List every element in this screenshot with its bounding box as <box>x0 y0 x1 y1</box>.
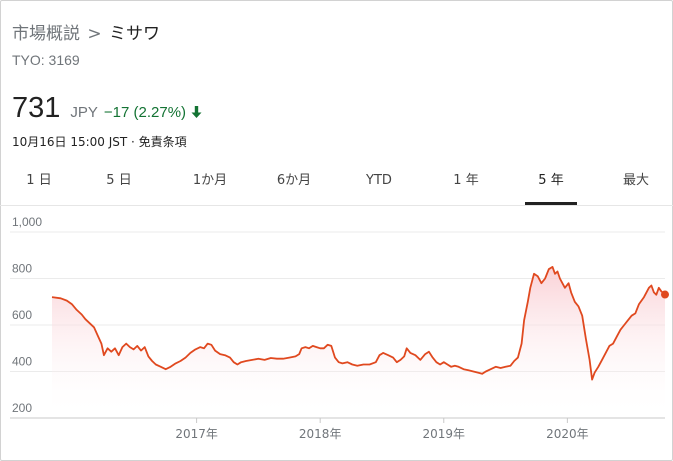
breadcrumb-separator: > <box>87 24 102 44</box>
tab-5-years[interactable]: 5 年 <box>525 164 577 206</box>
company-name: ミサワ <box>109 24 161 44</box>
arrow-down-icon <box>191 103 202 118</box>
y-tick-label: 200 <box>12 401 32 415</box>
price-chart[interactable]: 200 400 600 800 1,000 2017年 2018年 2019年 2020年 <box>0 206 673 456</box>
tab-1-month[interactable]: 1か月 <box>192 173 228 188</box>
y-tick-label: 600 <box>12 308 32 322</box>
breadcrumb-market-summary-link[interactable]: 市場概説 <box>12 24 80 44</box>
x-tick-label: 2019年 <box>423 427 466 441</box>
tab-ytd[interactable]: YTD <box>366 173 392 188</box>
price-change: −17 (2.27%) <box>103 104 187 121</box>
range-tabs: 1 日 5 日 1か月 6か月 YTD 1 年 5 年 最大 <box>0 164 673 206</box>
y-tick-label: 800 <box>12 262 32 276</box>
x-tick-label: 2017年 <box>175 427 218 441</box>
last-price-marker <box>661 290 669 299</box>
breadcrumb: 市場概説 > ミサワ <box>12 19 160 44</box>
x-tick-label: 2020年 <box>546 427 589 441</box>
x-axis: 2017年 2018年 2019年 2020年 <box>175 418 589 441</box>
price-area-fill <box>52 266 665 418</box>
tab-6-months[interactable]: 6か月 <box>276 173 312 188</box>
ticker-symbol: TYO: 3169 <box>12 52 80 68</box>
price-line <box>51 266 666 381</box>
x-tick-label: 2018年 <box>299 427 342 441</box>
quote-timestamp: 10月16日 15:00 JST · 免責条項 <box>12 135 187 149</box>
tab-max[interactable]: 最大 <box>622 173 649 188</box>
tab-1-day[interactable]: 1 日 <box>26 173 52 188</box>
y-tick-label: 400 <box>12 355 32 369</box>
y-tick-label: 1,000 <box>12 215 42 229</box>
tab-5-days[interactable]: 5 日 <box>106 173 132 188</box>
tab-1-year[interactable]: 1 年 <box>453 173 479 188</box>
y-axis-labels: 200 400 600 800 1,000 <box>12 215 42 415</box>
current-price: 731 <box>12 92 61 124</box>
currency-label: JPY <box>70 104 98 121</box>
quote-row: 731 JPY −17 (2.27%) <box>12 92 202 125</box>
